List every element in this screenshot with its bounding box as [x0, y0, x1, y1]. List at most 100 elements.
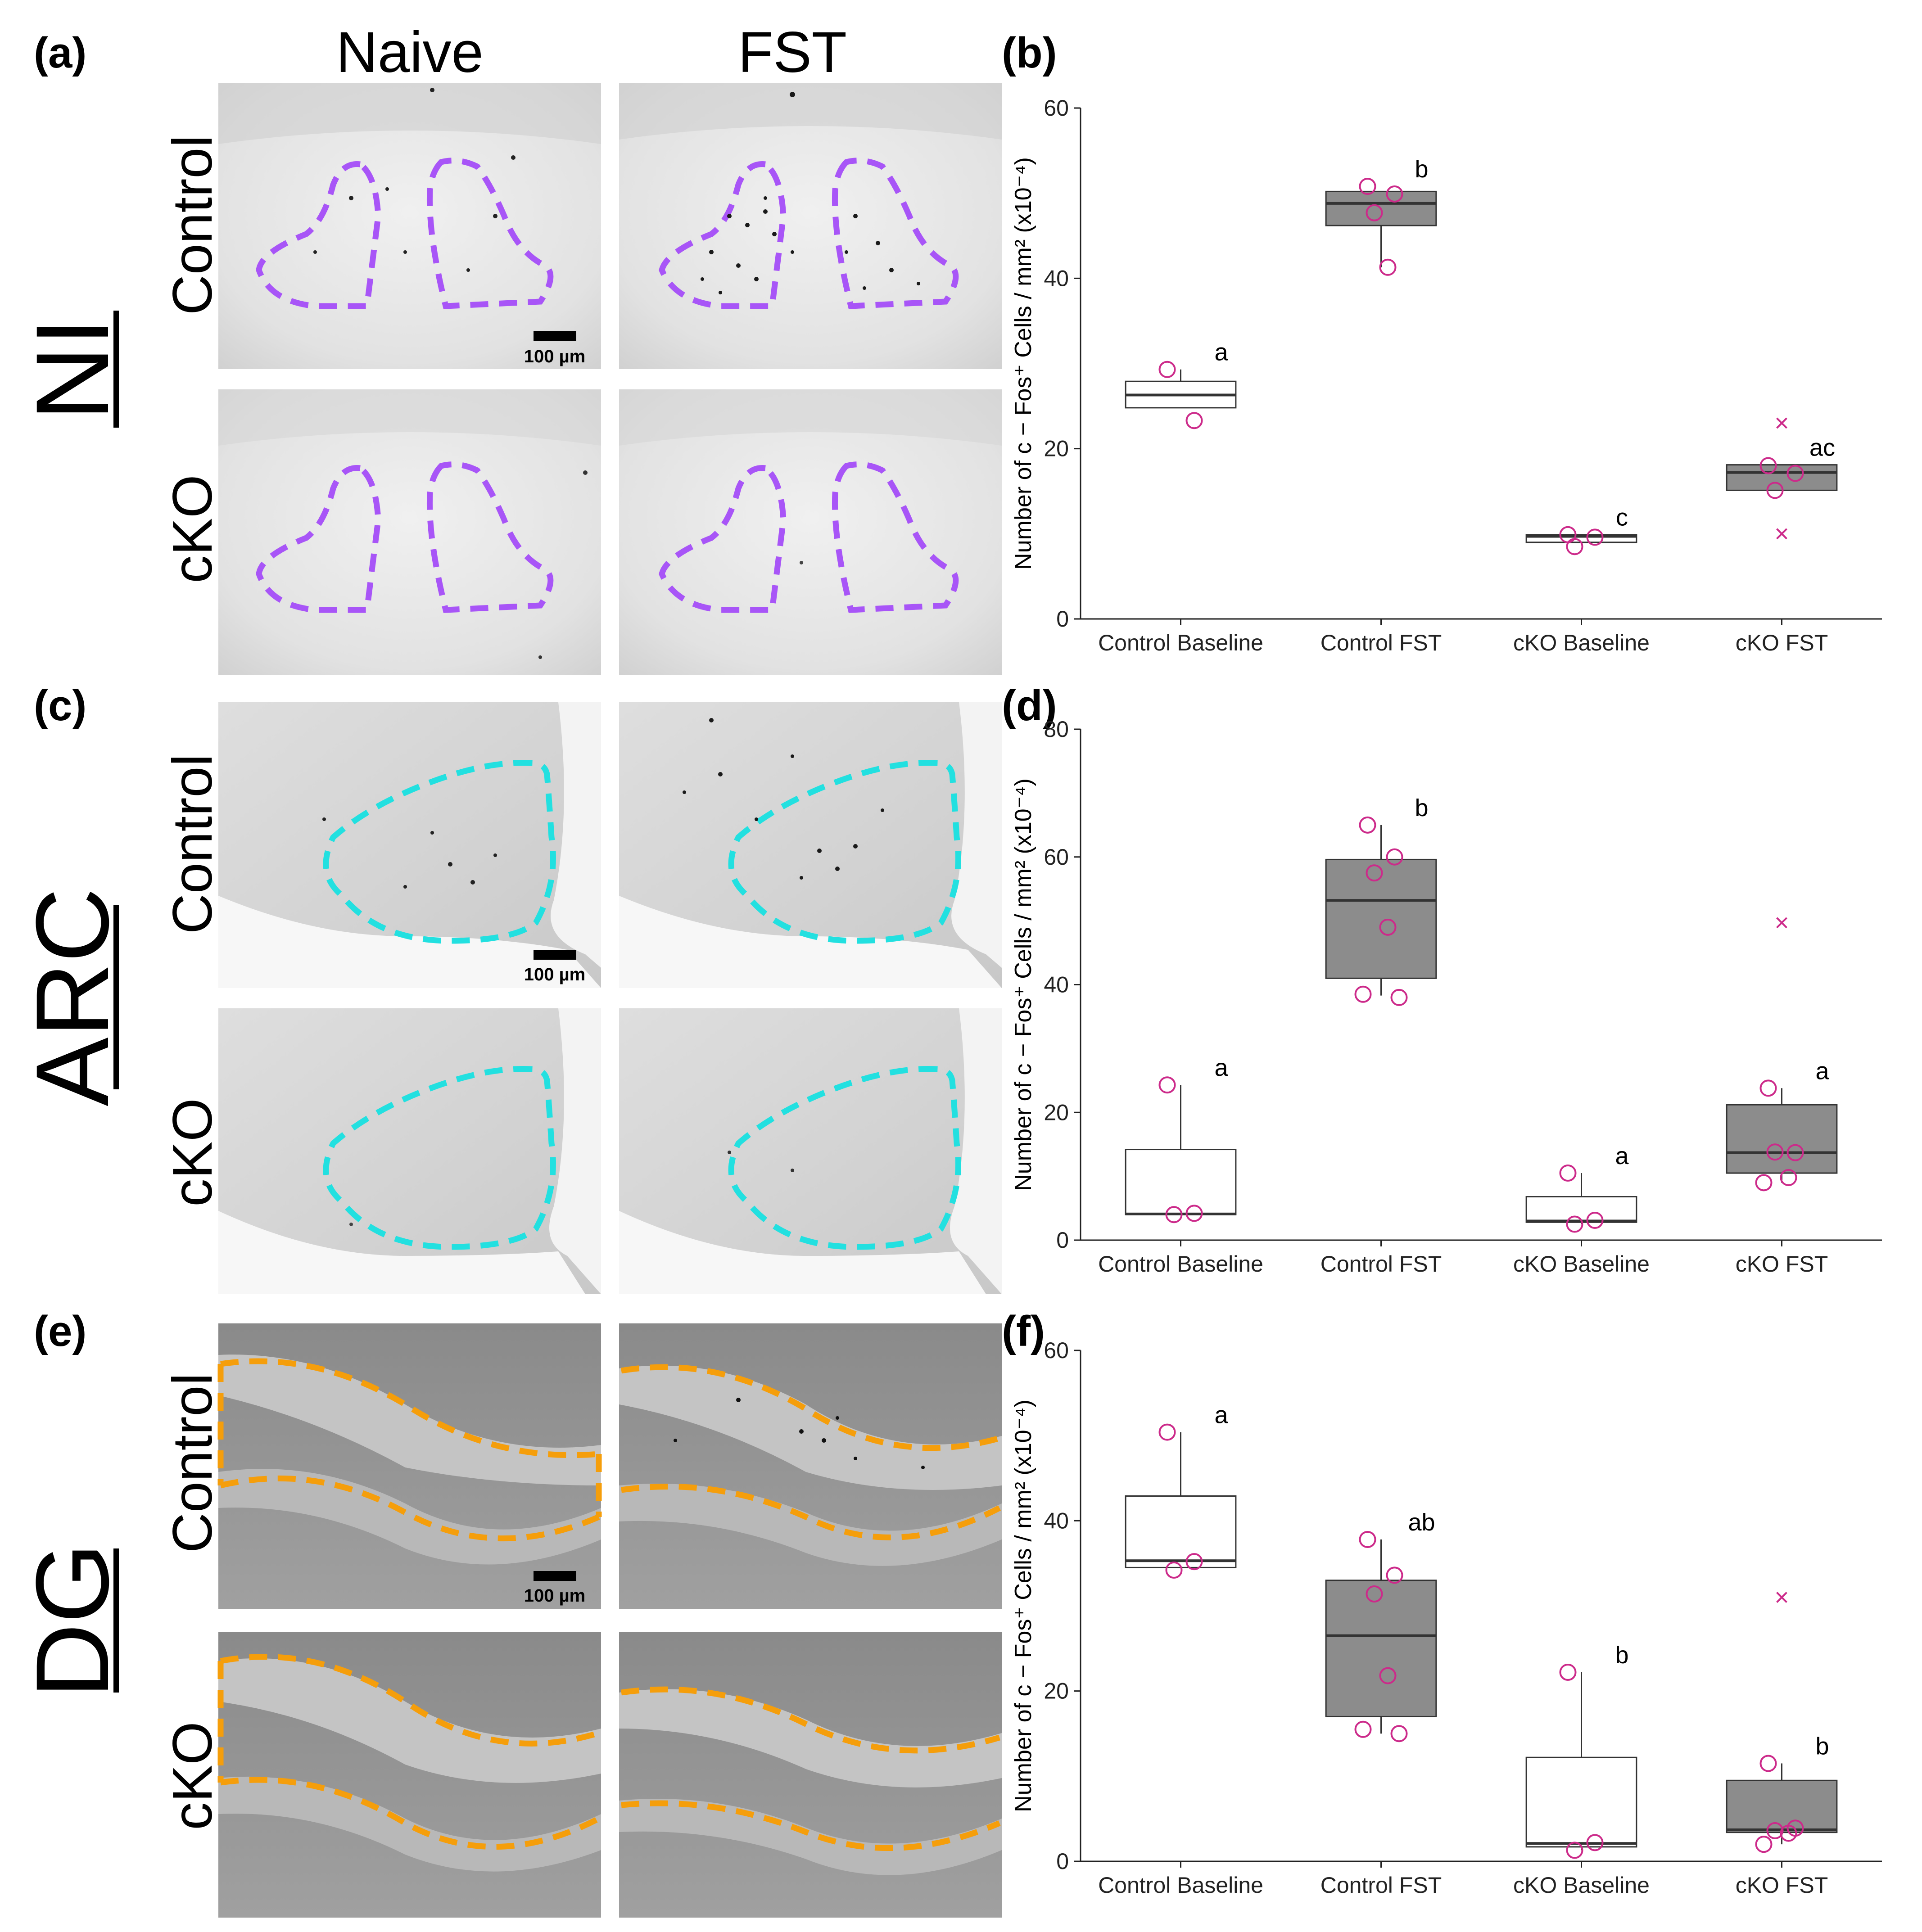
data-point	[1566, 1842, 1583, 1859]
y-tick-label: 60	[1044, 844, 1069, 870]
data-point	[1158, 1423, 1176, 1441]
y-axis-label: Number of c − Fos⁺ Cells / mm² (x10⁻⁴)	[1010, 157, 1036, 570]
significance-letter: a	[1214, 339, 1228, 366]
arc-cko-fst-image	[619, 1008, 1002, 1294]
chart-f: 0 20 40 60 Number of c − Fos⁺ Cells / mm² (x…	[1010, 1338, 1882, 1898]
box	[1525, 1196, 1637, 1223]
y-tick-label: 20	[1044, 436, 1069, 461]
data-point	[1379, 258, 1397, 276]
row-label-ni-control: Control	[162, 135, 224, 315]
dg-outline-cko-naive-top	[220, 1654, 600, 1747]
y-tick-label: 40	[1044, 972, 1069, 998]
region-label-dg-text: DG	[14, 1543, 130, 1698]
ni-cko-fst-outline-right	[832, 461, 959, 613]
y-axis-label: Number of c − Fos⁺ Cells / mm² (x10⁻⁴)	[1010, 1399, 1036, 1812]
data-point	[1359, 816, 1376, 834]
row-label-arc-cko: cKO	[162, 1098, 224, 1206]
data-point	[1780, 1824, 1797, 1842]
box	[1125, 1149, 1237, 1215]
scale-bar-label-arc: 100 µm	[524, 965, 585, 984]
panel-letter-f: (f)	[1002, 1307, 1045, 1355]
region-label-arc-text: ARC	[14, 888, 130, 1106]
data-point	[1786, 465, 1804, 482]
significance-letter: b	[1815, 1733, 1829, 1760]
arc-outline-control-naive	[323, 760, 556, 944]
dg-outline-control-fst-top	[620, 1364, 1000, 1451]
data-point	[1359, 1530, 1376, 1548]
arc-outline-cko-naive	[323, 1066, 556, 1250]
outlier-marker	[1776, 528, 1787, 540]
arc-outline-cko-fst	[728, 1066, 961, 1250]
x-tick-label: Control FST	[1321, 630, 1442, 655]
y-tick-label: 20	[1044, 1100, 1069, 1125]
dg-outline-cko-fst-top	[621, 1686, 1000, 1754]
data-point	[1165, 1562, 1183, 1579]
box	[1325, 858, 1437, 979]
arc-control-naive-image: 100 µm	[218, 702, 601, 988]
row-label-arc-control: Control	[162, 754, 224, 934]
data-point	[1586, 528, 1604, 546]
data-point	[1559, 1664, 1577, 1681]
scale-bar-label-ni: 100 µm	[524, 347, 585, 366]
x-tick-label: Control FST	[1321, 1873, 1442, 1898]
box	[1726, 1779, 1838, 1833]
x-tick-label: Control Baseline	[1098, 630, 1263, 655]
x-tick-label: cKO Baseline	[1513, 1251, 1650, 1277]
x-tick-label: Control Baseline	[1098, 1873, 1263, 1898]
data-point	[1755, 1836, 1773, 1853]
scale-bar-ni	[534, 331, 576, 341]
ni-control-naive-image: 100 µm	[218, 83, 601, 369]
dg-cko-naive-image	[217, 1632, 601, 1918]
panel-letter-d: (d)	[1002, 682, 1057, 730]
data-point	[1366, 1585, 1383, 1603]
data-point	[1354, 985, 1372, 1003]
significance-letter: b	[1415, 156, 1428, 183]
y-tick-label: 0	[1056, 1849, 1069, 1874]
ni-cko-fst-outline-left	[659, 465, 787, 613]
data-point	[1366, 204, 1383, 221]
row-label-dg-cko: cKO	[162, 1721, 224, 1830]
ni-outline-right	[426, 158, 554, 309]
significance-letter: b	[1615, 1642, 1628, 1669]
y-tick-label: 40	[1044, 1508, 1069, 1533]
data-point	[1158, 361, 1176, 378]
data-point	[1766, 1143, 1784, 1161]
data-point	[1566, 1215, 1583, 1233]
scale-bar-label-dg: 100 µm	[524, 1586, 585, 1606]
dg-outline-cko-fst-bottom	[621, 1800, 1001, 1851]
data-point	[1766, 482, 1784, 499]
data-point	[1755, 1174, 1773, 1192]
dg-outline-control-naive-top	[220, 1358, 599, 1458]
box	[1726, 1104, 1838, 1174]
data-point	[1379, 1667, 1397, 1684]
region-label-ni-text: NI	[14, 317, 130, 421]
data-point	[1165, 1206, 1183, 1223]
y-tick-label: 60	[1044, 95, 1069, 121]
box	[1525, 1756, 1637, 1848]
data-point	[1354, 1720, 1372, 1738]
data-point	[1780, 1169, 1797, 1186]
x-tick-label: cKO FST	[1736, 1873, 1828, 1898]
panel-letter-c: (c)	[34, 682, 86, 730]
dg-outline-control-naive-bottom	[220, 1475, 600, 1542]
panel-letter-b: (b)	[1002, 29, 1057, 77]
data-point	[1390, 1725, 1408, 1742]
x-tick-label: Control Baseline	[1098, 1251, 1263, 1277]
data-point	[1759, 1755, 1777, 1772]
data-point	[1759, 457, 1777, 474]
x-tick-label: cKO FST	[1736, 1251, 1828, 1277]
ni-cko-outline-left	[256, 465, 381, 613]
ni-cko-naive-image	[218, 389, 601, 675]
region-label-ni: NI	[14, 311, 130, 428]
data-point	[1359, 178, 1376, 195]
outlier-marker	[1776, 1592, 1787, 1603]
y-tick-label: 80	[1044, 717, 1069, 742]
data-point	[1158, 1076, 1176, 1094]
x-tick-label: cKO FST	[1736, 630, 1828, 655]
data-point	[1759, 1079, 1777, 1097]
data-point	[1379, 918, 1397, 936]
data-point	[1586, 1834, 1604, 1851]
data-point	[1185, 1553, 1203, 1571]
ni-cko-fst-image	[619, 389, 1002, 675]
significance-letter: a	[1615, 1142, 1629, 1169]
